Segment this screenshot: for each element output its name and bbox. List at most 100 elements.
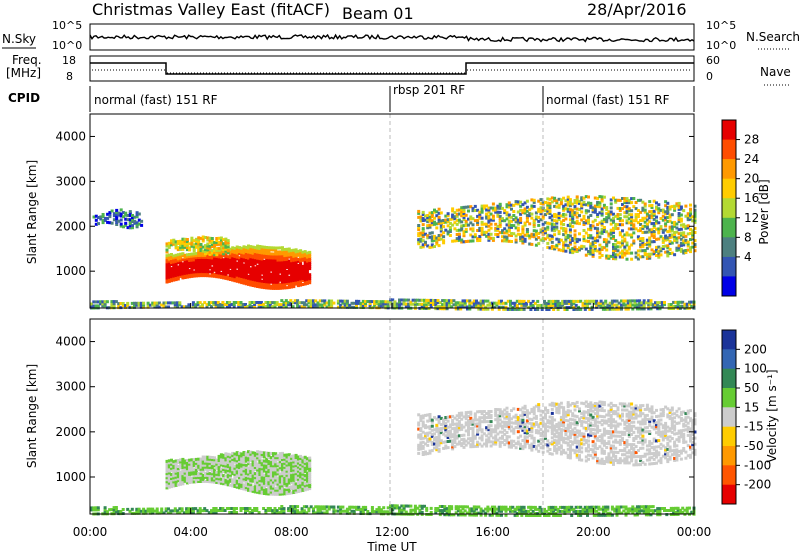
heatmap-cell [478,442,482,446]
heatmap-cell [445,301,449,305]
heatmap-cell [281,474,284,478]
heatmap-cell [256,474,260,478]
heatmap-cell [574,307,578,311]
heatmap-cell [219,263,223,267]
heatmap-cell [133,305,136,309]
heatmap-cell [544,436,547,440]
heatmap-cell [428,219,432,223]
heatmap-cell [206,272,210,276]
heatmap-cell [165,470,169,474]
heatmap-cell [276,282,280,286]
heatmap-cell [269,256,273,260]
heatmap-cell [489,236,493,240]
heatmap-cell [219,459,223,463]
heatmap-cell [210,456,214,459]
heatmap-cell [119,218,123,222]
heatmap-cell [287,469,291,473]
heatmap-cell [623,251,627,255]
heatmap-cell [507,419,511,423]
heatmap-cell [568,228,572,232]
heatmap-cell [593,210,597,214]
heatmap-cell [664,244,668,248]
heatmap-cell [568,240,572,244]
heatmap-cell [435,444,439,448]
heatmap-cell [677,201,681,205]
heatmap-cell [575,197,579,201]
heatmap-cell [482,418,486,422]
heatmap-cell [460,438,464,442]
heatmap-cell [128,222,132,226]
heatmap-cell [308,456,312,460]
heatmap-cell [623,233,627,237]
heatmap-cell [668,252,672,255]
heatmap-cell [525,228,529,231]
heatmap-cell [219,247,223,251]
heatmap-cell [251,257,255,261]
heatmap-cell [652,199,656,203]
heatmap-cell [513,301,517,305]
heatmap-cell [521,420,525,424]
heatmap-cell [290,475,294,479]
heatmap-cell [556,304,560,307]
heatmap-cell [439,233,443,237]
heatmap-cell [294,460,298,463]
heatmap-cell [131,220,134,224]
heatmap-cell [436,305,440,309]
heatmap-cell [690,304,694,308]
heatmap-cell [599,303,603,307]
heatmap-cell [505,235,509,239]
heatmap-cell [550,224,554,228]
heatmap-cell [226,265,230,269]
heatmap-cell [373,300,377,304]
heatmap-cell [233,466,237,470]
heatmap-cell [485,208,489,212]
heatmap-cell [251,467,255,471]
heatmap-cell [480,436,484,440]
heatmap-cell [359,304,363,307]
heatmap-cell [290,269,294,273]
heatmap-cell [463,301,467,305]
heatmap-cell [459,303,463,307]
heatmap-cell [225,301,229,304]
heatmap-cell [498,422,502,426]
heatmap-cell [165,264,169,268]
heatmap-cell [446,440,450,443]
heatmap-cell [231,478,235,482]
heatmap-cell [215,464,219,468]
heatmap-cell [272,458,275,462]
heatmap-cell [233,267,237,271]
heatmap-cell [172,254,176,258]
heatmap-cell [301,480,305,484]
heatmap-cell [430,219,434,223]
heatmap-cell [660,303,664,307]
heatmap-cell [484,299,488,303]
heatmap-cell [303,256,307,260]
heatmap-cell [433,446,436,450]
heatmap-cell [183,263,187,267]
heatmap-cell [525,199,529,203]
heatmap-cell [258,477,262,481]
heatmap-cell [176,301,180,305]
heatmap-cell [287,487,291,491]
heatmap-cell [448,425,452,429]
heatmap-cell [239,301,243,304]
heatmap-cell [601,303,605,307]
heatmap-cell [171,301,175,305]
heatmap-cell [657,253,661,257]
heatmap-cell [439,416,443,420]
heatmap-cell [556,299,560,303]
heatmap-cell [238,280,241,284]
heatmap-cell [555,219,559,223]
heatmap-cell [491,202,495,206]
heatmap-cell [432,301,435,304]
heatmap-cell [448,435,452,439]
heatmap-cell [281,276,284,280]
heatmap-cell [285,272,289,275]
heatmap-cell [544,237,547,241]
heatmap-cell [622,303,626,307]
heatmap-cell [537,443,541,447]
heatmap-cell [301,283,305,286]
heatmap-cell [531,299,535,303]
heatmap-cell [278,484,282,488]
